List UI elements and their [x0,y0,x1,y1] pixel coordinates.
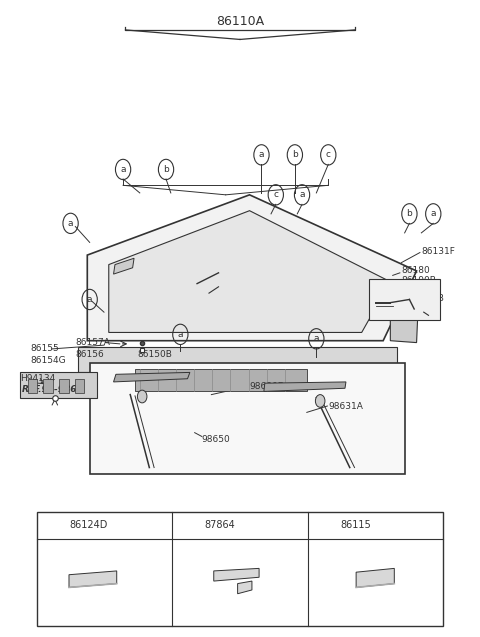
Text: 98650: 98650 [202,434,230,443]
Text: a: a [313,334,319,343]
Text: b: b [188,521,193,530]
Polygon shape [238,581,252,594]
Text: 86150B: 86150B [137,350,172,359]
Text: 86190B: 86190B [401,276,436,285]
Text: H94134: H94134 [21,375,56,383]
Polygon shape [78,347,397,373]
Bar [28,380,37,393]
Bar [43,380,53,393]
Text: c: c [324,521,328,530]
Text: a: a [53,521,58,530]
Text: a: a [68,219,73,228]
Text: a: a [178,330,183,339]
Text: c: c [273,190,278,199]
Text: 86180: 86180 [401,266,430,275]
Polygon shape [356,568,394,587]
Text: 86154G: 86154G [30,356,66,365]
Polygon shape [214,568,259,581]
Polygon shape [109,211,390,333]
FancyBboxPatch shape [369,278,441,320]
Text: 86115: 86115 [340,520,371,530]
Bar [75,380,84,393]
Polygon shape [264,382,346,391]
Polygon shape [114,373,190,382]
Circle shape [315,394,325,407]
Bar [135,369,307,391]
Text: 86110A: 86110A [216,15,264,28]
Polygon shape [390,280,419,343]
Text: a: a [87,295,93,304]
Text: 98631A: 98631A [328,401,363,410]
Text: 85316: 85316 [380,306,408,315]
Polygon shape [114,258,134,274]
Text: b: b [292,150,298,159]
Bar [90,363,405,474]
Text: 86124D: 86124D [70,520,108,530]
Text: 86157A: 86157A [75,338,110,347]
Text: 86155: 86155 [30,345,59,354]
Text: a: a [431,210,436,218]
Circle shape [137,390,147,403]
Text: a: a [120,165,126,174]
Text: a: a [300,190,305,199]
Bar [59,380,69,393]
Text: 86131F: 86131F [421,247,455,256]
Polygon shape [21,373,97,397]
Text: b: b [407,210,412,218]
Text: c: c [326,150,331,159]
Text: a: a [259,150,264,159]
Text: 87864: 87864 [205,520,236,530]
Text: 86156: 86156 [75,350,104,359]
Bar [37,512,443,626]
Text: REF.91-986: REF.91-986 [22,385,77,394]
Text: 85879B: 85879B [409,294,444,303]
Text: 98630D: 98630D [250,382,285,391]
Polygon shape [69,571,117,587]
Polygon shape [87,195,417,341]
Text: b: b [163,165,169,174]
